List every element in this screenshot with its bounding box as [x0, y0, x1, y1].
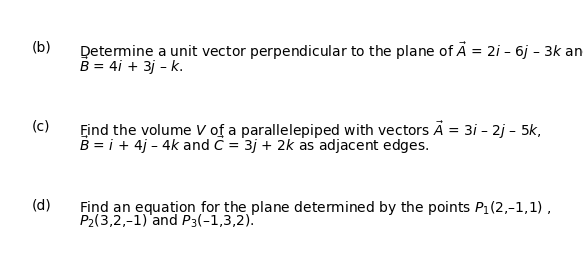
Text: $\vec{B}$ = 4$i$ + 3$j$ – $k$.: $\vec{B}$ = 4$i$ + 3$j$ – $k$. — [79, 55, 183, 77]
Text: $\vec{B}$ = $i$ + 4$j$ – 4$k$ and $\vec{C}$ = 3$j$ + 2$k$ as adjacent edges.: $\vec{B}$ = $i$ + 4$j$ – 4$k$ and $\vec{… — [79, 134, 429, 156]
Text: (b): (b) — [32, 41, 52, 55]
Text: Find the volume $V$ of a parallelepiped with vectors $\vec{A}$ = 3$i$ – 2$j$ – 5: Find the volume $V$ of a parallelepiped … — [79, 120, 542, 141]
Text: (d): (d) — [32, 199, 52, 213]
Text: Find an equation for the plane determined by the points $P_1$(2,–1,1) ,: Find an equation for the plane determine… — [79, 199, 552, 216]
Text: $P_2$(3,2,–1) and $P_3$(–1,3,2).: $P_2$(3,2,–1) and $P_3$(–1,3,2). — [79, 213, 255, 230]
Text: (c): (c) — [32, 120, 51, 134]
Text: Determine a unit vector perpendicular to the plane of $\vec{A}$ = 2$i$ – 6$j$ – : Determine a unit vector perpendicular to… — [79, 41, 583, 62]
